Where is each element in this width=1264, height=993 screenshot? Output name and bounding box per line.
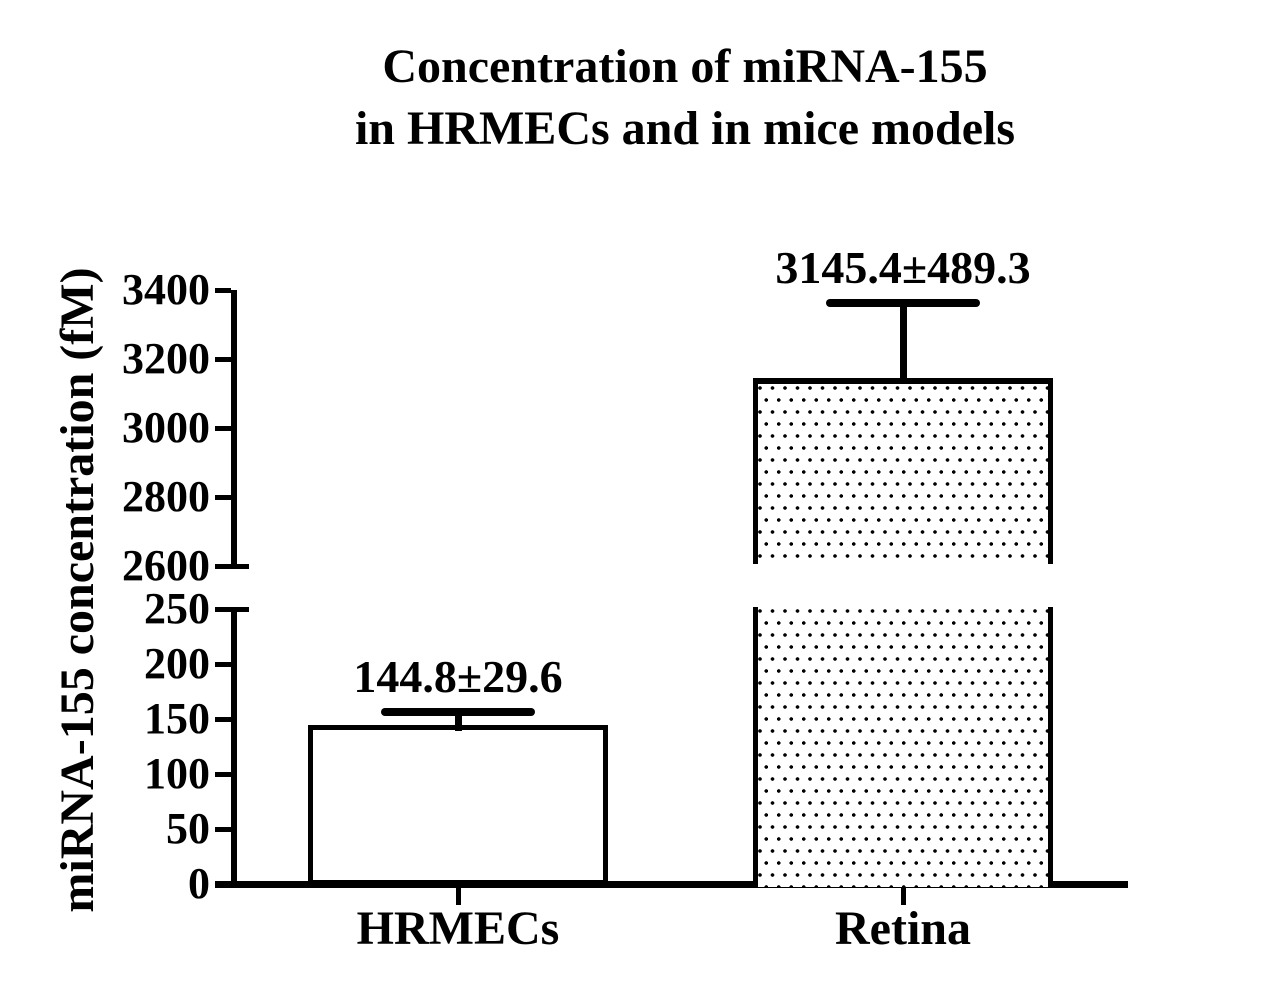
y-tick-label-upper: 2800: [122, 472, 210, 521]
x-tick-hrmecs: [456, 888, 461, 905]
bar-retina-upper: [753, 378, 1053, 564]
y-tick-upper: [215, 425, 231, 431]
y-tick-label-lower: 150: [144, 694, 210, 743]
x-axis-line: [215, 881, 1128, 888]
error-bar-cap-hrmecs: [381, 708, 535, 716]
y-tick-lower: [215, 606, 249, 612]
y-axis-upper-segment: [231, 290, 237, 566]
y-tick-label-upper: 3000: [122, 403, 210, 452]
y-tick-label-lower: 250: [144, 584, 210, 633]
y-tick-upper: [215, 287, 231, 293]
bar-retina-lower: [753, 607, 1053, 887]
y-tick-upper: [215, 563, 249, 569]
x-tick-retina: [901, 888, 906, 905]
error-bar-connector-hrmecs: [455, 712, 462, 731]
y-tick-lower: [215, 716, 231, 722]
y-tick-upper: [215, 494, 231, 500]
y-tick-label-lower: 200: [144, 639, 210, 688]
value-label-retina: 3145.4±489.3: [775, 242, 1031, 293]
y-tick-label-lower: 100: [144, 749, 210, 798]
x-category-label-retina: Retina: [835, 902, 971, 955]
chart-title-line1: Concentration of miRNA-155: [382, 40, 988, 93]
y-tick-label-upper: 2600: [122, 541, 210, 590]
y-tick-lower: [215, 771, 231, 777]
error-bar-cap-retina: [826, 299, 980, 307]
x-category-label-hrmecs: HRMECs: [356, 902, 560, 955]
error-bar-connector-retina: [900, 303, 907, 384]
chart-title-line2: in HRMECs and in mice models: [354, 102, 1016, 155]
y-tick-upper: [215, 356, 231, 362]
y-tick-lower: [215, 661, 231, 667]
chart-title: Concentration of miRNA-155 in HRMECs and…: [140, 36, 1230, 160]
y-tick-label-lower: 0: [188, 859, 210, 908]
bar-hrmecs: [308, 725, 608, 885]
y-axis-lower-segment: [231, 609, 237, 884]
y-tick-label-upper: 3400: [122, 265, 210, 314]
y-tick-label-upper: 3200: [122, 334, 210, 383]
y-tick-label-lower: 50: [166, 804, 210, 853]
y-tick-lower: [215, 826, 231, 832]
value-label-hrmecs: 144.8±29.6: [353, 651, 563, 702]
